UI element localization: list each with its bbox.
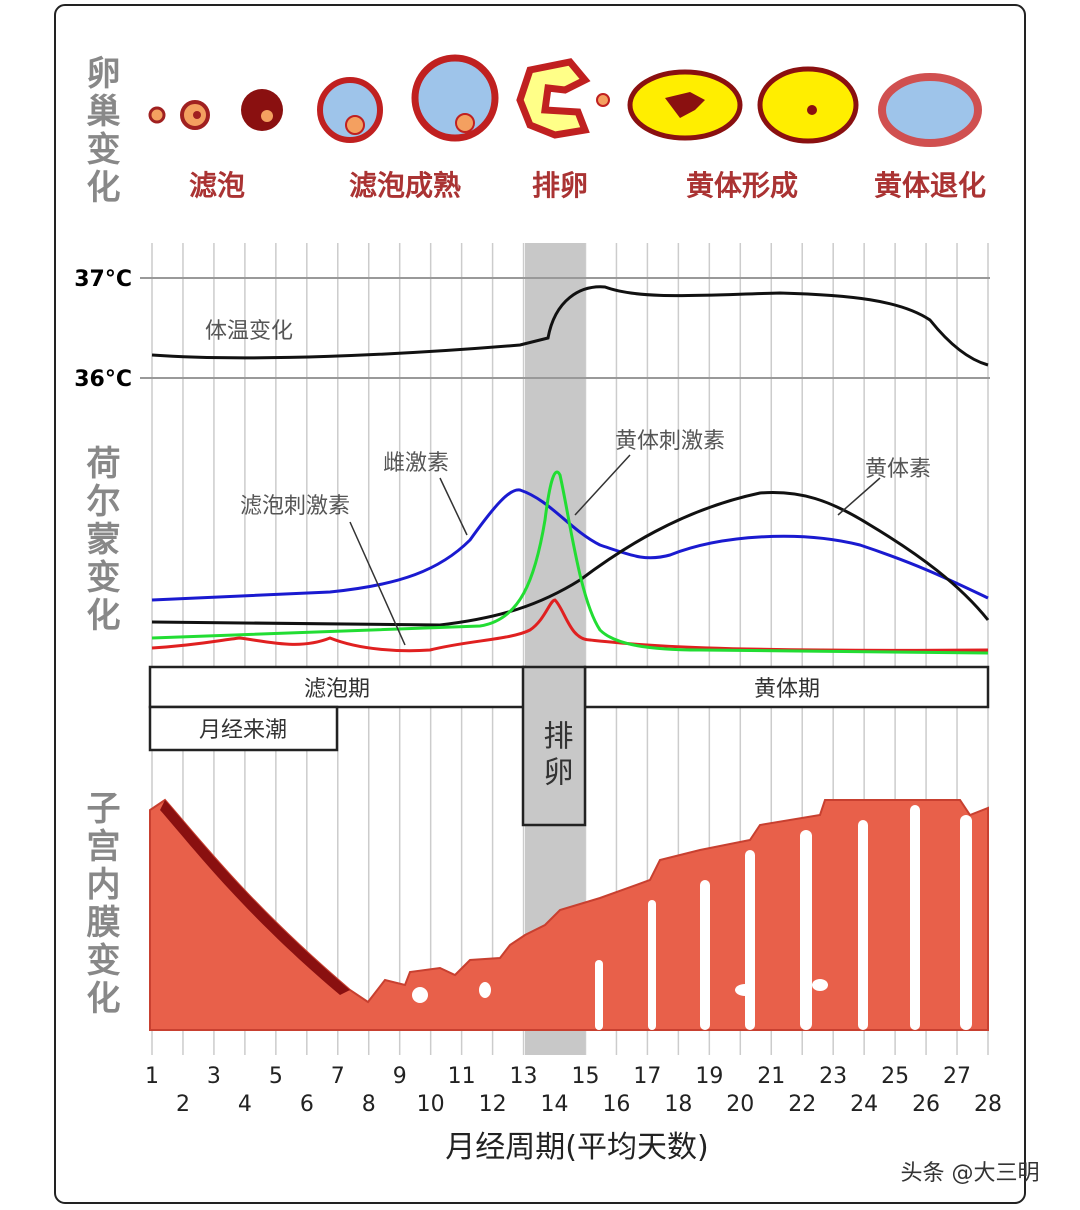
phase-box <box>583 665 990 709</box>
day-labels: 1234567891011121314151617181920212223242… <box>145 1064 1002 1117</box>
temp-label: 体温变化 <box>205 319 293 344</box>
day-label: 1 <box>145 1064 159 1089</box>
stage-label: 排卵 <box>532 169 588 202</box>
phase-box <box>148 705 339 752</box>
phase-box <box>148 665 527 709</box>
curve-label: 滤泡刺激素 <box>240 494 350 519</box>
day-label: 23 <box>819 1064 847 1089</box>
curve-label: 黄体刺激素 <box>615 429 725 454</box>
day-label: 12 <box>479 1092 507 1117</box>
endometrium <box>149 798 989 1031</box>
day-label: 21 <box>757 1064 785 1089</box>
day-label: 8 <box>362 1092 376 1117</box>
day-label: 13 <box>510 1064 538 1089</box>
temp-tick: 36°C <box>74 367 132 392</box>
day-label: 19 <box>695 1064 723 1089</box>
day-label: 25 <box>881 1064 909 1089</box>
hormone-label: 荷尔蒙变化 <box>80 445 120 635</box>
axis-title: 月经周期(平均天数) <box>445 1130 708 1165</box>
day-label: 20 <box>726 1092 754 1117</box>
day-label: 11 <box>448 1064 476 1089</box>
day-label: 22 <box>788 1092 816 1117</box>
day-label: 24 <box>850 1092 878 1117</box>
stage-label: 黄体形成 <box>686 169 798 202</box>
day-label: 4 <box>238 1092 252 1117</box>
day-label: 18 <box>664 1092 692 1117</box>
phase-label: 黄体期 <box>754 677 820 702</box>
day-label: 14 <box>541 1092 569 1117</box>
day-label: 28 <box>974 1092 1002 1117</box>
day-label: 5 <box>269 1064 283 1089</box>
temp-tick: 37°C <box>74 267 132 292</box>
stage-label: 黄体退化 <box>874 169 986 202</box>
ovary-label: 卵巢变化 <box>80 55 120 207</box>
day-label: 27 <box>943 1064 971 1089</box>
day-label: 15 <box>571 1064 599 1089</box>
day-label: 9 <box>393 1064 407 1089</box>
day-label: 3 <box>207 1064 221 1089</box>
follicles <box>148 54 982 147</box>
day-label: 6 <box>300 1092 314 1117</box>
stage-label: 滤泡成熟 <box>349 169 461 202</box>
phase-label: 滤泡期 <box>304 677 370 702</box>
phase-label: 月经来潮 <box>199 718 287 743</box>
curves <box>151 285 990 655</box>
day-label: 7 <box>331 1064 345 1089</box>
curve-label: 雌激素 <box>383 451 449 476</box>
day-label: 17 <box>633 1064 661 1089</box>
day-label: 26 <box>912 1092 940 1117</box>
phase-label: 排卵 <box>538 720 573 792</box>
day-label: 2 <box>176 1092 190 1117</box>
endometrium-label: 子宫内膜变化 <box>80 790 120 1018</box>
day-label: 10 <box>417 1092 445 1117</box>
day-label: 16 <box>602 1092 630 1117</box>
curve-label: 黄体素 <box>865 457 931 482</box>
watermark: 头条 @大三明 <box>901 1161 1040 1186</box>
stage-label: 滤泡 <box>189 169 245 202</box>
phase-box <box>521 665 587 827</box>
